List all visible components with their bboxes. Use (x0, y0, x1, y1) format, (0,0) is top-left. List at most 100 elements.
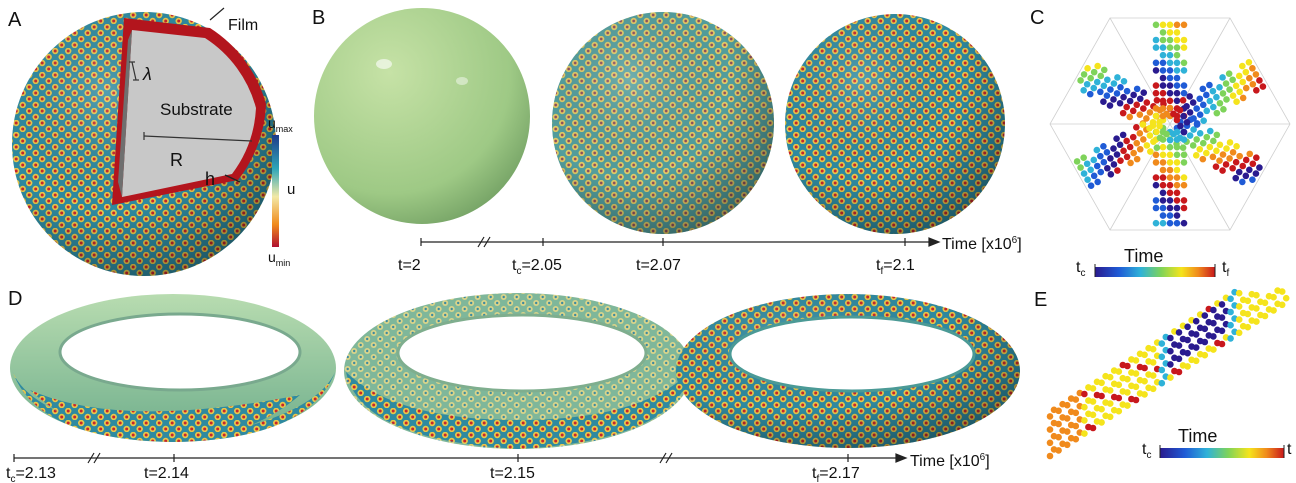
patch-cell (1193, 136, 1200, 143)
patch-cell (1216, 157, 1223, 164)
patch-cell (1166, 181, 1174, 189)
patch-cell (1110, 80, 1118, 87)
patch-cell (1180, 174, 1188, 181)
patch-cell (1199, 101, 1207, 109)
patch-cell (1209, 153, 1217, 161)
patch-cell (1180, 112, 1187, 120)
patch-cell (1249, 160, 1257, 168)
patch-cell (1133, 123, 1140, 131)
patch-cell (1123, 153, 1131, 161)
patch-cell (1046, 452, 1054, 460)
patch-cell (1190, 126, 1197, 133)
patch-cell (1278, 301, 1286, 309)
patch-cell (1089, 424, 1097, 432)
patch-cell (1104, 164, 1111, 172)
patch-cell (1143, 142, 1151, 149)
tick-d-0: tc=2.13 (6, 465, 56, 483)
patch-cell (1119, 131, 1127, 139)
patch-cell (1186, 93, 1193, 100)
patch-cell (1166, 197, 1174, 204)
patch-cell (1244, 323, 1252, 331)
patch-cell (1077, 77, 1084, 84)
patch-cell (1173, 89, 1181, 97)
patch-cell (1203, 149, 1210, 157)
patch-cell (1114, 74, 1121, 81)
patch-cell (1184, 349, 1191, 357)
patch-cell (1213, 93, 1220, 101)
patch-cell (1149, 359, 1157, 366)
patch-cells-e (1046, 287, 1290, 460)
patch-cell (1173, 44, 1181, 51)
patch-cell (1270, 307, 1277, 314)
patch-cell (1083, 80, 1091, 88)
patch-cell (1220, 106, 1227, 113)
patch-cell (1126, 97, 1134, 105)
patch-cell (1081, 403, 1088, 411)
patch-cell (1124, 375, 1131, 383)
patch-cell (1175, 368, 1183, 376)
patch-cell (1159, 181, 1167, 189)
patch-cell (1190, 115, 1197, 122)
patch-cell (1159, 112, 1167, 120)
patch-cell (1249, 176, 1256, 183)
panel-a: A Film λ Substrate R h umax u umin (8, 7, 295, 276)
patch-cell (1189, 142, 1197, 149)
patch-cell (1232, 82, 1240, 90)
patch-cell (1089, 398, 1097, 405)
axis-b-label: Time [x106] (942, 235, 1022, 253)
patch-cell (1226, 139, 1234, 146)
patch-cell (1253, 305, 1260, 312)
patch-cell (1072, 435, 1080, 443)
patch-cell (1152, 59, 1160, 67)
patch-cell (1159, 29, 1167, 36)
patch-cell (1159, 166, 1167, 174)
patch-cell (1073, 158, 1081, 165)
patch-cell (1167, 374, 1174, 381)
patch-cell (1232, 174, 1240, 182)
patch-cell (1239, 78, 1247, 86)
patch-cell (1259, 83, 1267, 90)
patch-cell (1235, 168, 1243, 176)
patch-cell (1166, 29, 1174, 36)
patch-cell (1153, 128, 1160, 136)
patch-cell (1196, 145, 1204, 153)
patch-cell (1158, 366, 1166, 374)
patch-cell (1080, 154, 1087, 161)
patch-cell (1141, 364, 1148, 372)
patch-cell (1166, 189, 1174, 197)
patch-cell (1141, 377, 1148, 385)
patch-cell (1143, 99, 1151, 106)
patch-cell (1180, 89, 1188, 97)
patch-cell (1093, 146, 1101, 154)
patch-cell (1218, 314, 1226, 321)
patch-cell (1206, 97, 1214, 105)
patch-cell (1090, 84, 1098, 92)
patch-cell (1107, 171, 1115, 178)
patch-cell (1180, 151, 1188, 159)
patch-cell (1159, 74, 1167, 82)
patch-cell (1249, 80, 1257, 88)
u-min-label: umin (268, 249, 290, 268)
patch-cell (1229, 164, 1236, 172)
patch-cell (1186, 109, 1194, 116)
patch-cell (1132, 383, 1140, 391)
patch-cell (1242, 172, 1250, 180)
patch-cell (1167, 361, 1174, 368)
patch-cell (1218, 301, 1226, 308)
patch-cell (1235, 329, 1243, 337)
patch-cell (1136, 145, 1144, 153)
patch-cell (1180, 159, 1188, 166)
patch-cell (1081, 430, 1088, 437)
patch-cell (1166, 97, 1174, 105)
patch-cell (1126, 143, 1134, 151)
patch-cell (1199, 85, 1207, 93)
patch-cell (1166, 174, 1174, 181)
tick-b-2: t=2.07 (636, 257, 681, 274)
patch-cell (1173, 74, 1181, 82)
patch-cell (1183, 118, 1191, 126)
patch-cell (1253, 291, 1260, 299)
patch-cell (1156, 134, 1164, 142)
patch-cell (1087, 182, 1095, 190)
patch-cell (1123, 137, 1130, 145)
panel-b: B Time [x106] t=2 tc=2.05 t=2. (312, 7, 1022, 277)
